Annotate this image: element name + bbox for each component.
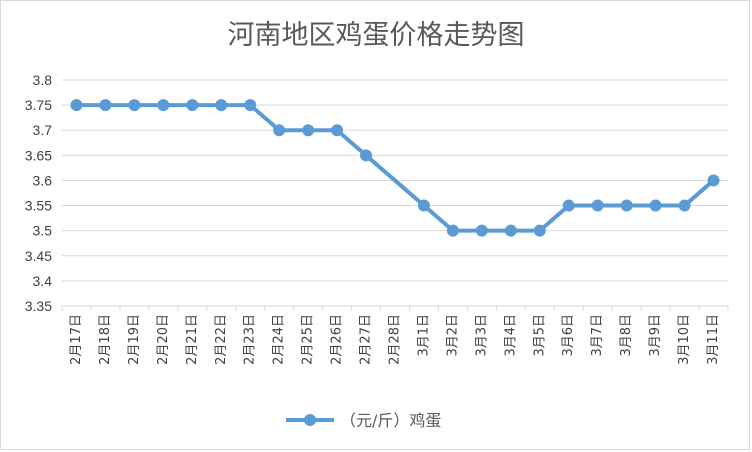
y-tick-label: 3.5 — [33, 223, 53, 239]
data-point — [591, 199, 604, 212]
data-point — [475, 224, 488, 237]
y-tick-label: 3.35 — [25, 298, 52, 314]
y-tick-label: 3.45 — [25, 248, 52, 264]
x-tick-label: 2月22日 — [214, 314, 229, 365]
data-point — [678, 199, 691, 212]
x-tick-label: 3月10日 — [677, 314, 692, 365]
x-tick-label: 3月2日 — [445, 314, 460, 357]
legend-marker-icon — [304, 414, 316, 426]
legend: （元/斤）鸡蛋 — [286, 411, 441, 430]
legend-label: （元/斤）鸡蛋 — [340, 411, 441, 430]
x-tick-label: 2月27日 — [359, 314, 374, 365]
series-line-group — [70, 99, 720, 237]
y-tick-label: 3.75 — [25, 97, 52, 113]
data-point — [128, 99, 141, 112]
x-tick-label: 3月9日 — [648, 314, 663, 357]
gridlines — [62, 79, 728, 307]
x-tick-label: 3月5日 — [532, 314, 547, 357]
data-point — [186, 99, 199, 112]
data-point — [331, 124, 344, 137]
x-tick-label: 3月11日 — [706, 314, 721, 365]
data-point — [417, 199, 430, 212]
data-point — [273, 124, 286, 137]
x-tick-label: 2月23日 — [243, 314, 258, 365]
data-point — [620, 199, 633, 212]
x-tick-label: 3月1日 — [416, 314, 431, 357]
y-tick-label: 3.8 — [33, 72, 53, 88]
data-point — [533, 224, 546, 237]
y-tick-label: 3.6 — [33, 172, 53, 188]
data-point — [360, 149, 373, 162]
data-point — [504, 224, 517, 237]
y-tick-label: 3.65 — [25, 147, 52, 163]
data-point — [562, 199, 575, 212]
x-tick-label: 3月6日 — [561, 314, 576, 357]
x-tick-label: 3月4日 — [503, 314, 518, 357]
data-point — [70, 99, 83, 112]
x-tick-label: 2月24日 — [272, 314, 287, 365]
data-point — [244, 99, 257, 112]
y-tick-label: 3.7 — [33, 122, 53, 138]
x-tick-label: 2月20日 — [156, 314, 171, 365]
chart-title: 河南地区鸡蛋价格走势图 — [228, 20, 525, 51]
x-tick-label: 3月7日 — [590, 314, 605, 357]
x-tick-label: 2月17日 — [69, 314, 84, 365]
x-axis-ticks: 2月17日 2月18日 2月19日 2月20日 2月21日 2月22日 2月23日 2月24日… — [69, 314, 721, 365]
x-tick-label: 2月21日 — [185, 314, 200, 365]
data-point — [99, 99, 112, 112]
x-tick-label: 2月28日 — [388, 314, 403, 365]
data-point — [215, 99, 228, 112]
data-point — [649, 199, 662, 212]
x-tick-label: 2月25日 — [301, 314, 316, 365]
data-point — [302, 124, 315, 137]
data-point — [707, 174, 720, 187]
data-point — [446, 224, 459, 237]
y-axis-ticks: 3.35 3.4 3.45 3.5 3.55 3.6 3.65 3.7 3.75 3.8 — [25, 72, 52, 314]
series-line — [76, 103, 715, 233]
y-tick-label: 3.55 — [25, 198, 52, 214]
y-tick-label: 3.4 — [33, 273, 53, 289]
x-tick-label: 2月18日 — [98, 314, 113, 365]
x-tick-label: 2月26日 — [330, 314, 345, 365]
x-tick-label: 3月3日 — [474, 314, 489, 357]
x-tick-label: 2月19日 — [127, 314, 142, 365]
data-point — [157, 99, 170, 112]
x-tick-label: 3月8日 — [619, 314, 634, 357]
x-axis — [61, 305, 729, 311]
